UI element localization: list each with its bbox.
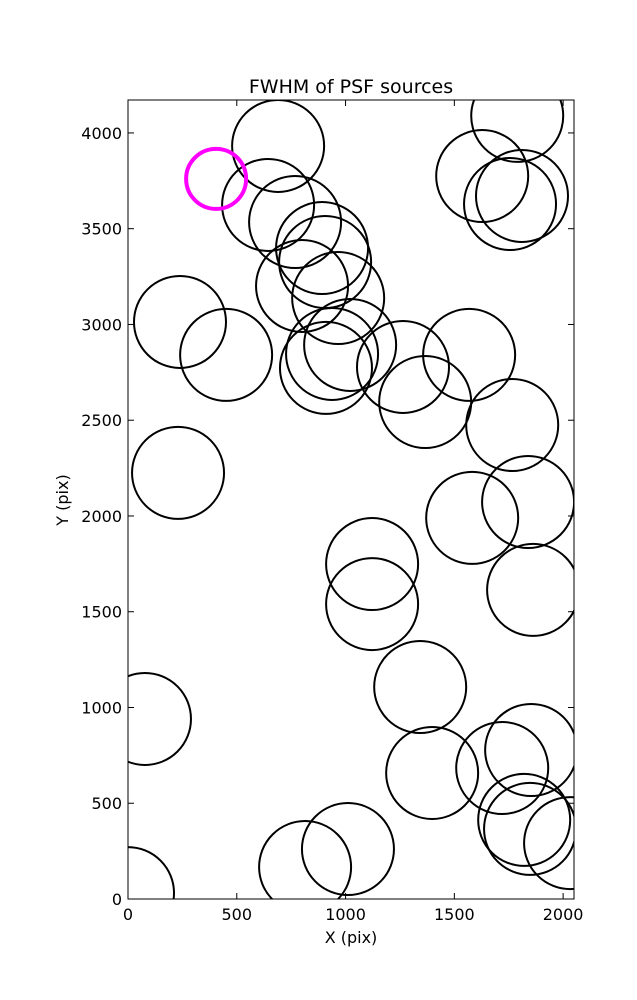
marker xyxy=(231,100,326,193)
y-tick-label: 1500 xyxy=(81,603,122,622)
x-tick-label: 2000 xyxy=(543,905,584,924)
x-tick-label: 500 xyxy=(222,905,253,924)
marker xyxy=(300,802,395,897)
marker xyxy=(435,129,530,224)
y-tick-label: 500 xyxy=(91,794,122,813)
marker xyxy=(255,238,350,333)
x-axis-label: X (pix) xyxy=(325,928,378,947)
marker xyxy=(422,307,517,402)
marker xyxy=(285,306,380,401)
marker xyxy=(248,174,343,269)
y-tick-label: 3000 xyxy=(81,315,122,334)
marker xyxy=(132,274,227,369)
marker xyxy=(484,703,574,797)
marker xyxy=(385,725,480,820)
marker xyxy=(470,100,565,163)
marker xyxy=(425,470,520,565)
x-tick-label: 1500 xyxy=(434,905,475,924)
marker xyxy=(184,146,249,211)
plot-area xyxy=(128,100,574,899)
marker xyxy=(179,307,274,402)
x-tick-label: 0 xyxy=(123,905,133,924)
y-tick-label: 3500 xyxy=(81,220,122,239)
marker xyxy=(291,251,386,346)
marker xyxy=(303,297,398,392)
chart-title: FWHM of PSF sources xyxy=(249,76,453,98)
marker xyxy=(128,671,192,766)
marker xyxy=(481,455,574,549)
marker xyxy=(477,772,572,867)
marker xyxy=(475,148,570,243)
y-tick-label: 1000 xyxy=(81,698,122,717)
marker xyxy=(378,355,473,450)
axes-frame xyxy=(127,99,575,900)
y-axis-label: Y (pix) xyxy=(53,474,72,526)
marker xyxy=(455,721,550,816)
marker xyxy=(325,557,420,652)
marker xyxy=(355,319,450,414)
marker xyxy=(373,639,468,734)
marker xyxy=(463,156,558,251)
y-tick-label: 4000 xyxy=(81,124,122,143)
marker xyxy=(128,846,175,899)
marker xyxy=(486,542,574,637)
marker xyxy=(221,157,316,252)
marker xyxy=(131,425,226,520)
y-tick-label: 2500 xyxy=(81,411,122,430)
y-tick-label: 2000 xyxy=(81,507,122,526)
marker xyxy=(523,796,574,891)
y-tick-label: 0 xyxy=(112,890,122,909)
x-tick-label: 1000 xyxy=(325,905,366,924)
marker xyxy=(465,378,560,473)
marker xyxy=(278,320,373,415)
marker xyxy=(258,820,353,899)
marker xyxy=(325,517,420,612)
marker xyxy=(483,781,574,876)
